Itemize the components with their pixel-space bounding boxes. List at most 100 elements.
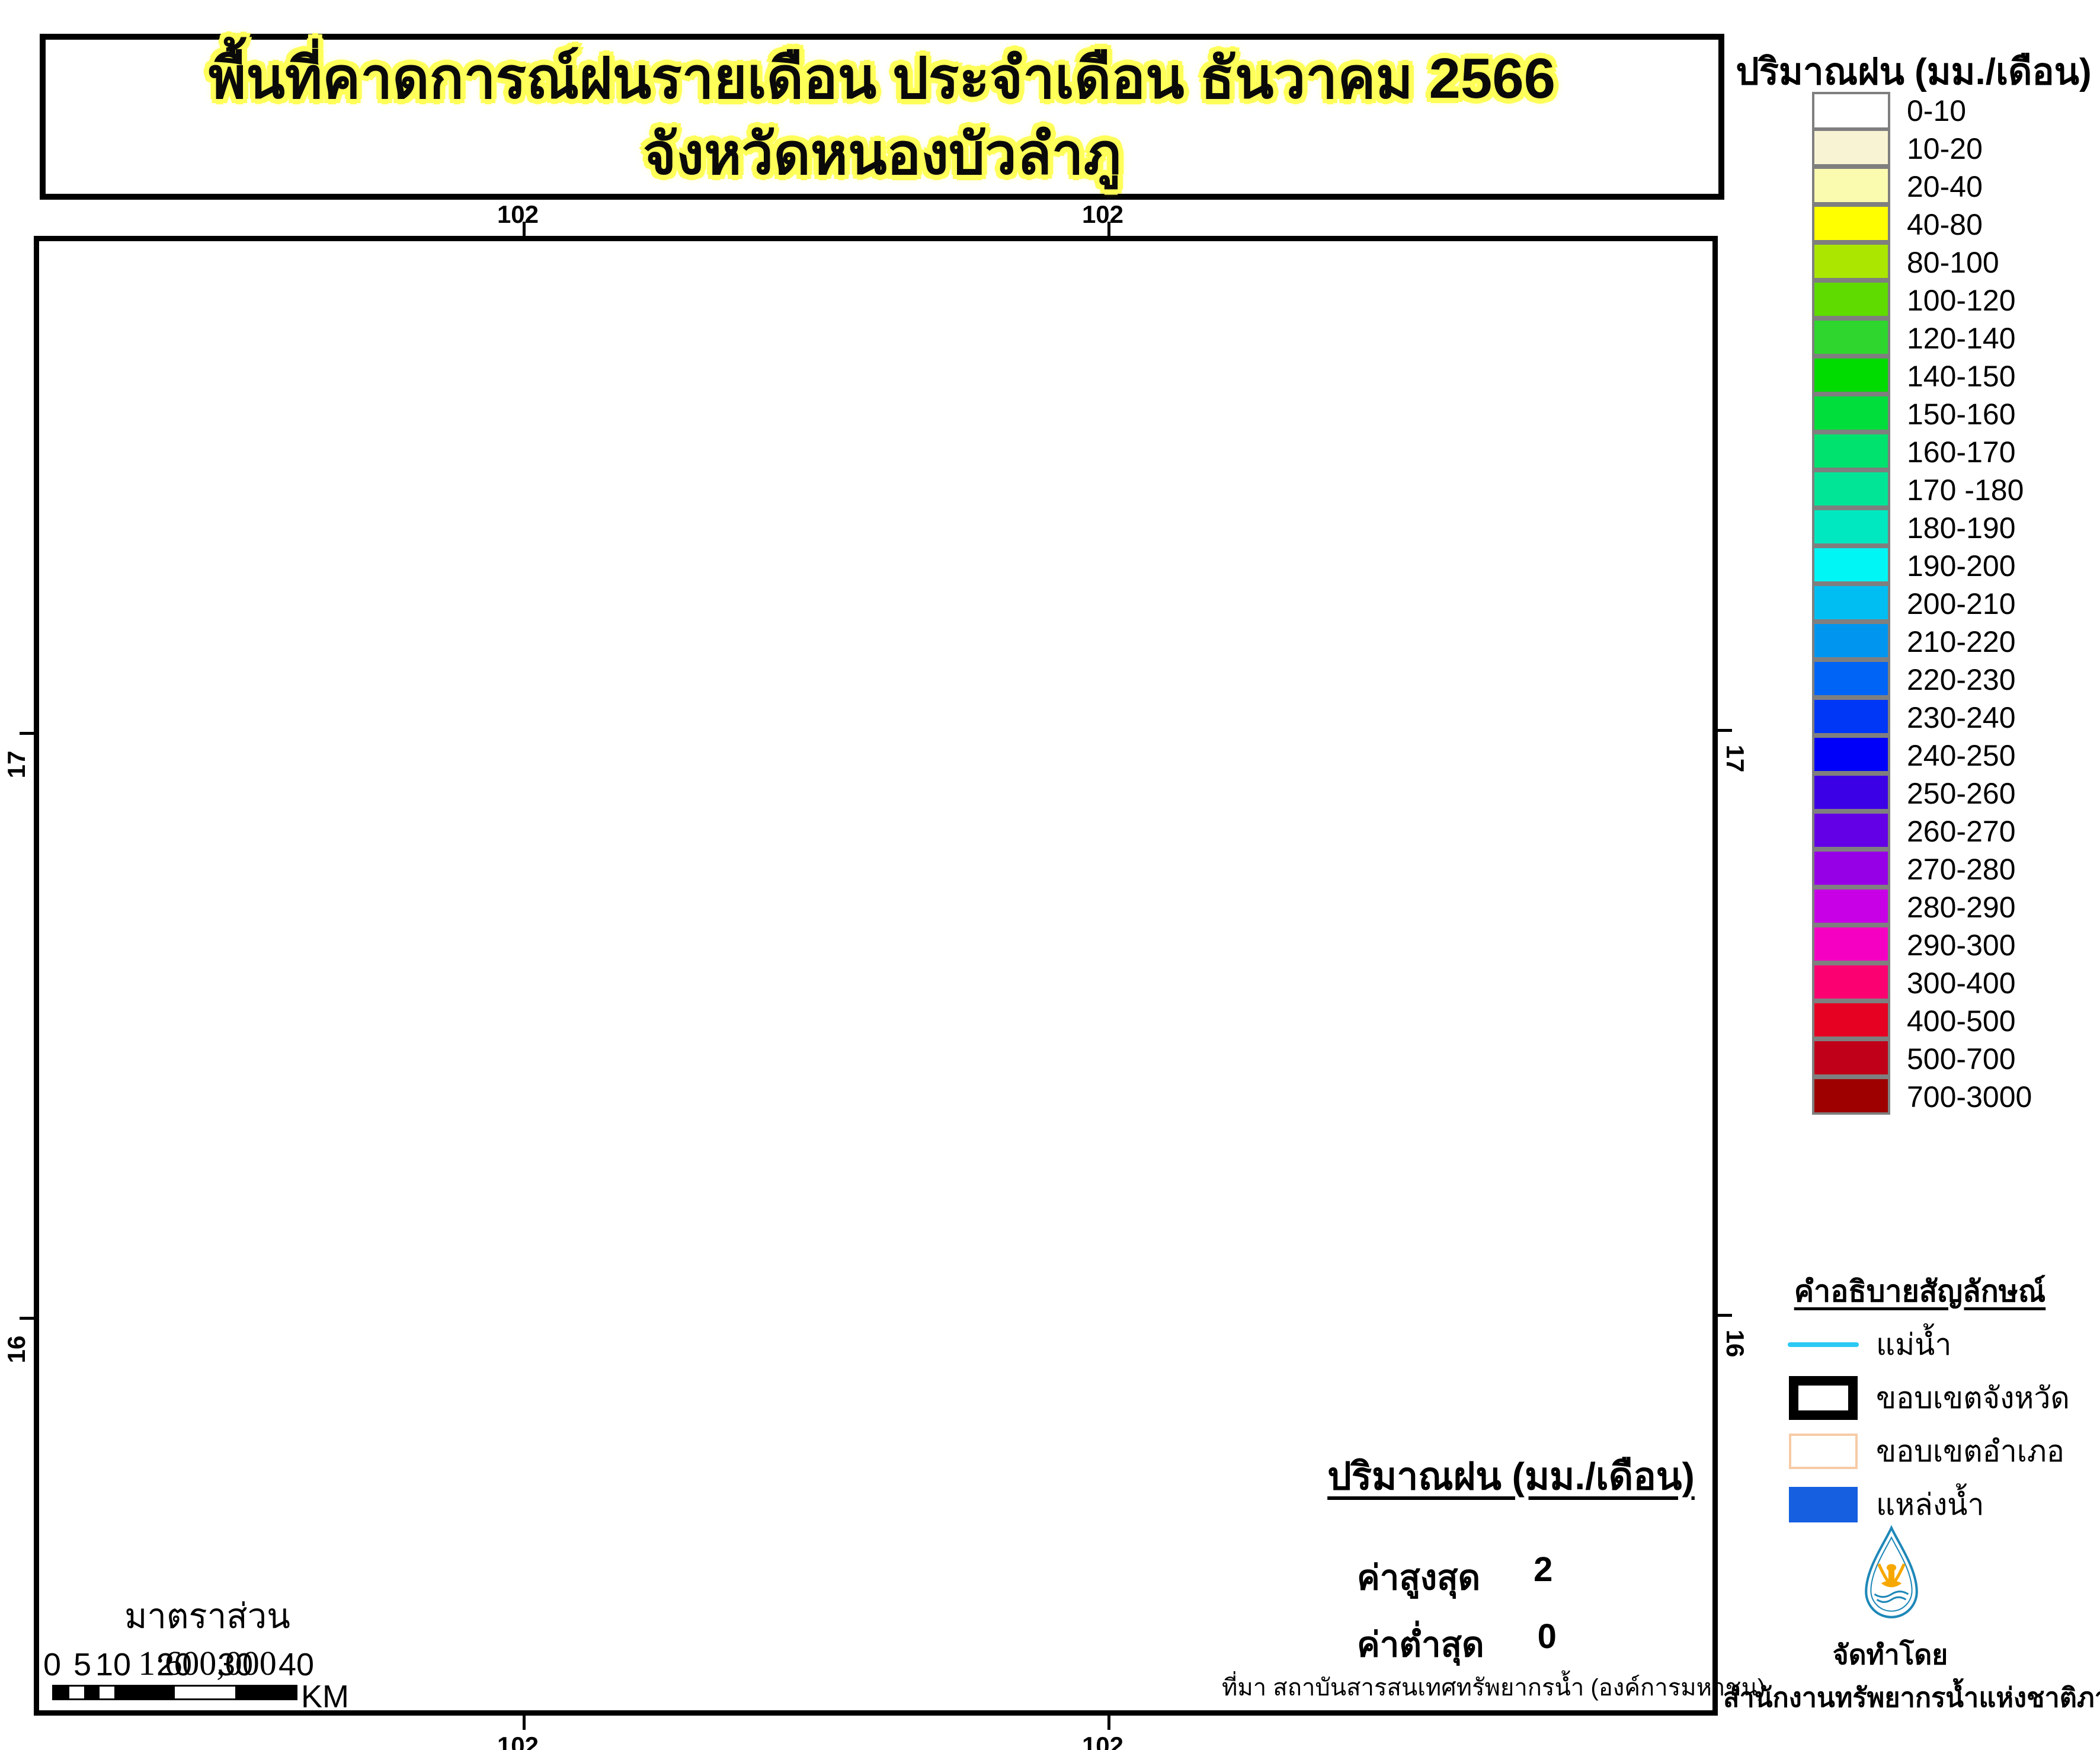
longitude-label: 102 bbox=[497, 1732, 539, 1750]
legend-class-label: 20-40 bbox=[1907, 170, 1983, 203]
legend-class-swatch bbox=[1812, 394, 1890, 432]
latitude-label: 17 bbox=[1721, 744, 1749, 773]
legend-class-label: 220-230 bbox=[1907, 663, 2016, 696]
legend-class-swatch bbox=[1812, 280, 1890, 318]
symbol-legend-label: ขอบเขตจังหวัด bbox=[1876, 1381, 2070, 1415]
legend-class-label: 80-100 bbox=[1907, 246, 1999, 279]
legend-class-label: 120-140 bbox=[1907, 322, 2016, 355]
legend-class-label: 170 -180 bbox=[1907, 474, 2024, 507]
scale-tick-label: 30 bbox=[217, 1647, 254, 1682]
legend-class-row: 400-500 bbox=[1812, 1001, 2032, 1040]
legend-class-row: 0-10 bbox=[1812, 92, 2032, 130]
scale-tick-label: 40 bbox=[278, 1647, 315, 1682]
legend-class-label: 180-190 bbox=[1907, 511, 2016, 545]
legend-class-row: 150-160 bbox=[1812, 394, 2032, 433]
legend-class-row: 300-400 bbox=[1812, 963, 2032, 1002]
latitude-label: 16 bbox=[2, 1335, 30, 1364]
legend-title: ปริมาณฝน (มม./เดือน) bbox=[1736, 52, 2092, 92]
data-source-text: ที่มา สถาบันสารสนเทศทรัพยากรน้ำ (องค์การ… bbox=[1222, 1675, 1766, 1701]
legend-class-swatch bbox=[1812, 698, 1890, 735]
legend-class-swatch bbox=[1812, 318, 1890, 356]
scale-tick-label: 5 bbox=[73, 1647, 92, 1682]
rain-summary-title: ปริมาณฝน (มม./เดือน) bbox=[1327, 1455, 1695, 1498]
rain-min-row: ค่าต่ำสุด 0 bbox=[1357, 1617, 1689, 1672]
legend-class-label: 100-120 bbox=[1907, 284, 2016, 317]
legend-class-swatch bbox=[1812, 963, 1890, 1001]
legend-class-swatch bbox=[1812, 849, 1890, 887]
legend-class-label: 260-270 bbox=[1907, 815, 2016, 848]
rain-max-label: ค่าสูงสุด bbox=[1357, 1559, 1481, 1597]
legend-class-swatch bbox=[1812, 92, 1890, 130]
water-body-symbol-icon bbox=[1789, 1487, 1858, 1522]
legend-class-label: 290-300 bbox=[1907, 929, 2016, 962]
legend-class-row: 180-190 bbox=[1812, 508, 2032, 547]
legend-class-swatch bbox=[1812, 129, 1890, 167]
legend-class-row: 80-100 bbox=[1812, 242, 2032, 281]
symbol-legend-label: ขอบเขตอำเภอ bbox=[1876, 1434, 2064, 1468]
legend-class-row: 10-20 bbox=[1812, 129, 2032, 168]
graticule-tick bbox=[523, 222, 526, 237]
legend-class-row: 270-280 bbox=[1812, 849, 2032, 888]
symbol-legend-list: แม่น้ำขอบเขตจังหวัดขอบเขตอำเภอแหล่งน้ำ bbox=[1785, 1323, 2070, 1527]
province-boundary-symbol-icon bbox=[1789, 1376, 1858, 1420]
longitude-label: 102 bbox=[1081, 1732, 1124, 1750]
organization-label: สำนักงานทรัพยากรน้ำแห่งชาติภาค 3 bbox=[1723, 1682, 2100, 1713]
legend-class-row: 190-200 bbox=[1812, 546, 2032, 585]
legend-class-swatch bbox=[1812, 356, 1890, 394]
legend-class-row: 120-140 bbox=[1812, 318, 2032, 357]
legend-class-swatch bbox=[1812, 1077, 1890, 1115]
legend-class-label: 160-170 bbox=[1907, 436, 2016, 469]
legend-class-swatch bbox=[1812, 242, 1890, 280]
legend-class-swatch bbox=[1812, 925, 1890, 963]
scale-tick-label: 0 bbox=[43, 1647, 62, 1682]
legend-class-swatch bbox=[1812, 811, 1890, 849]
legend-class-row: 40-80 bbox=[1812, 204, 2032, 244]
legend-class-label: 40-80 bbox=[1907, 208, 1983, 241]
legend-class-label: 190-200 bbox=[1907, 549, 2016, 583]
legend-class-row: 280-290 bbox=[1812, 887, 2032, 926]
symbol-legend-row: แม่น้ำ bbox=[1785, 1323, 2070, 1367]
legend-class-label: 230-240 bbox=[1907, 701, 2016, 734]
rain-max-row: ค่าสูงสุด 2 bbox=[1357, 1550, 1689, 1605]
latitude-label: 17 bbox=[2, 750, 30, 779]
rain-min-label: ค่าต่ำสุด bbox=[1357, 1626, 1484, 1664]
symbol-legend-label: แหล่งน้ำ bbox=[1876, 1487, 1984, 1521]
map-title-line1: พื้นที่คาดการณ์ฝนรายเดือน ประจำเดือน ธัน… bbox=[208, 47, 1556, 110]
symbol-legend-row: ขอบเขตจังหวัด bbox=[1785, 1376, 2070, 1420]
symbol-legend-row: แหล่งน้ำ bbox=[1785, 1483, 2070, 1527]
graticule-tick bbox=[20, 1317, 35, 1320]
symbol-legend-label: แม่น้ำ bbox=[1876, 1327, 1952, 1361]
legend-class-row: 250-260 bbox=[1812, 773, 2032, 812]
legend-class-swatch bbox=[1812, 167, 1890, 204]
scale-unit: KM bbox=[301, 1679, 349, 1714]
legend-class-label: 700-3000 bbox=[1907, 1080, 2032, 1114]
title-box: พื้นที่คาดการณ์ฝนรายเดือน ประจำเดือน ธัน… bbox=[40, 34, 1724, 200]
map-title-line2: จังหวัดหนองบัวลำภู bbox=[643, 123, 1121, 186]
scale-ratio-text: มาตราส่วน 1:600,000 bbox=[124, 1597, 290, 1682]
scale-tick-label: 20 bbox=[156, 1647, 193, 1682]
rain-min-value: 0 bbox=[1537, 1617, 1557, 1656]
legend-class-row: 20-40 bbox=[1812, 167, 2032, 206]
scale-bar bbox=[52, 1685, 297, 1700]
legend-class-swatch bbox=[1812, 773, 1890, 811]
legend-class-swatch bbox=[1812, 204, 1890, 242]
legend-class-row: 220-230 bbox=[1812, 660, 2032, 699]
legend-class-swatch bbox=[1812, 660, 1890, 698]
legend-class-row: 230-240 bbox=[1812, 698, 2032, 737]
district-boundary-symbol-icon bbox=[1789, 1434, 1858, 1469]
graticule-tick bbox=[1107, 222, 1110, 237]
legend-color-ramp: 0-10 10-20 20-40 40-80 80-100 100-120 120-140 1… bbox=[1812, 92, 2032, 1116]
graticule-tick bbox=[523, 1716, 526, 1730]
legend-class-row: 140-150 bbox=[1812, 356, 2032, 395]
legend-class-row: 260-270 bbox=[1812, 811, 2032, 850]
legend-class-label: 280-290 bbox=[1907, 891, 2016, 924]
river-symbol-icon bbox=[1788, 1342, 1859, 1347]
scale-tick-label: 10 bbox=[95, 1647, 132, 1682]
legend-class-label: 240-250 bbox=[1907, 739, 2016, 772]
legend-class-swatch bbox=[1812, 508, 1890, 546]
latitude-label: 16 bbox=[1721, 1329, 1749, 1358]
legend-class-row: 700-3000 bbox=[1812, 1077, 2032, 1116]
legend-class-swatch bbox=[1812, 584, 1890, 622]
legend-class-label: 10-20 bbox=[1907, 132, 1983, 165]
